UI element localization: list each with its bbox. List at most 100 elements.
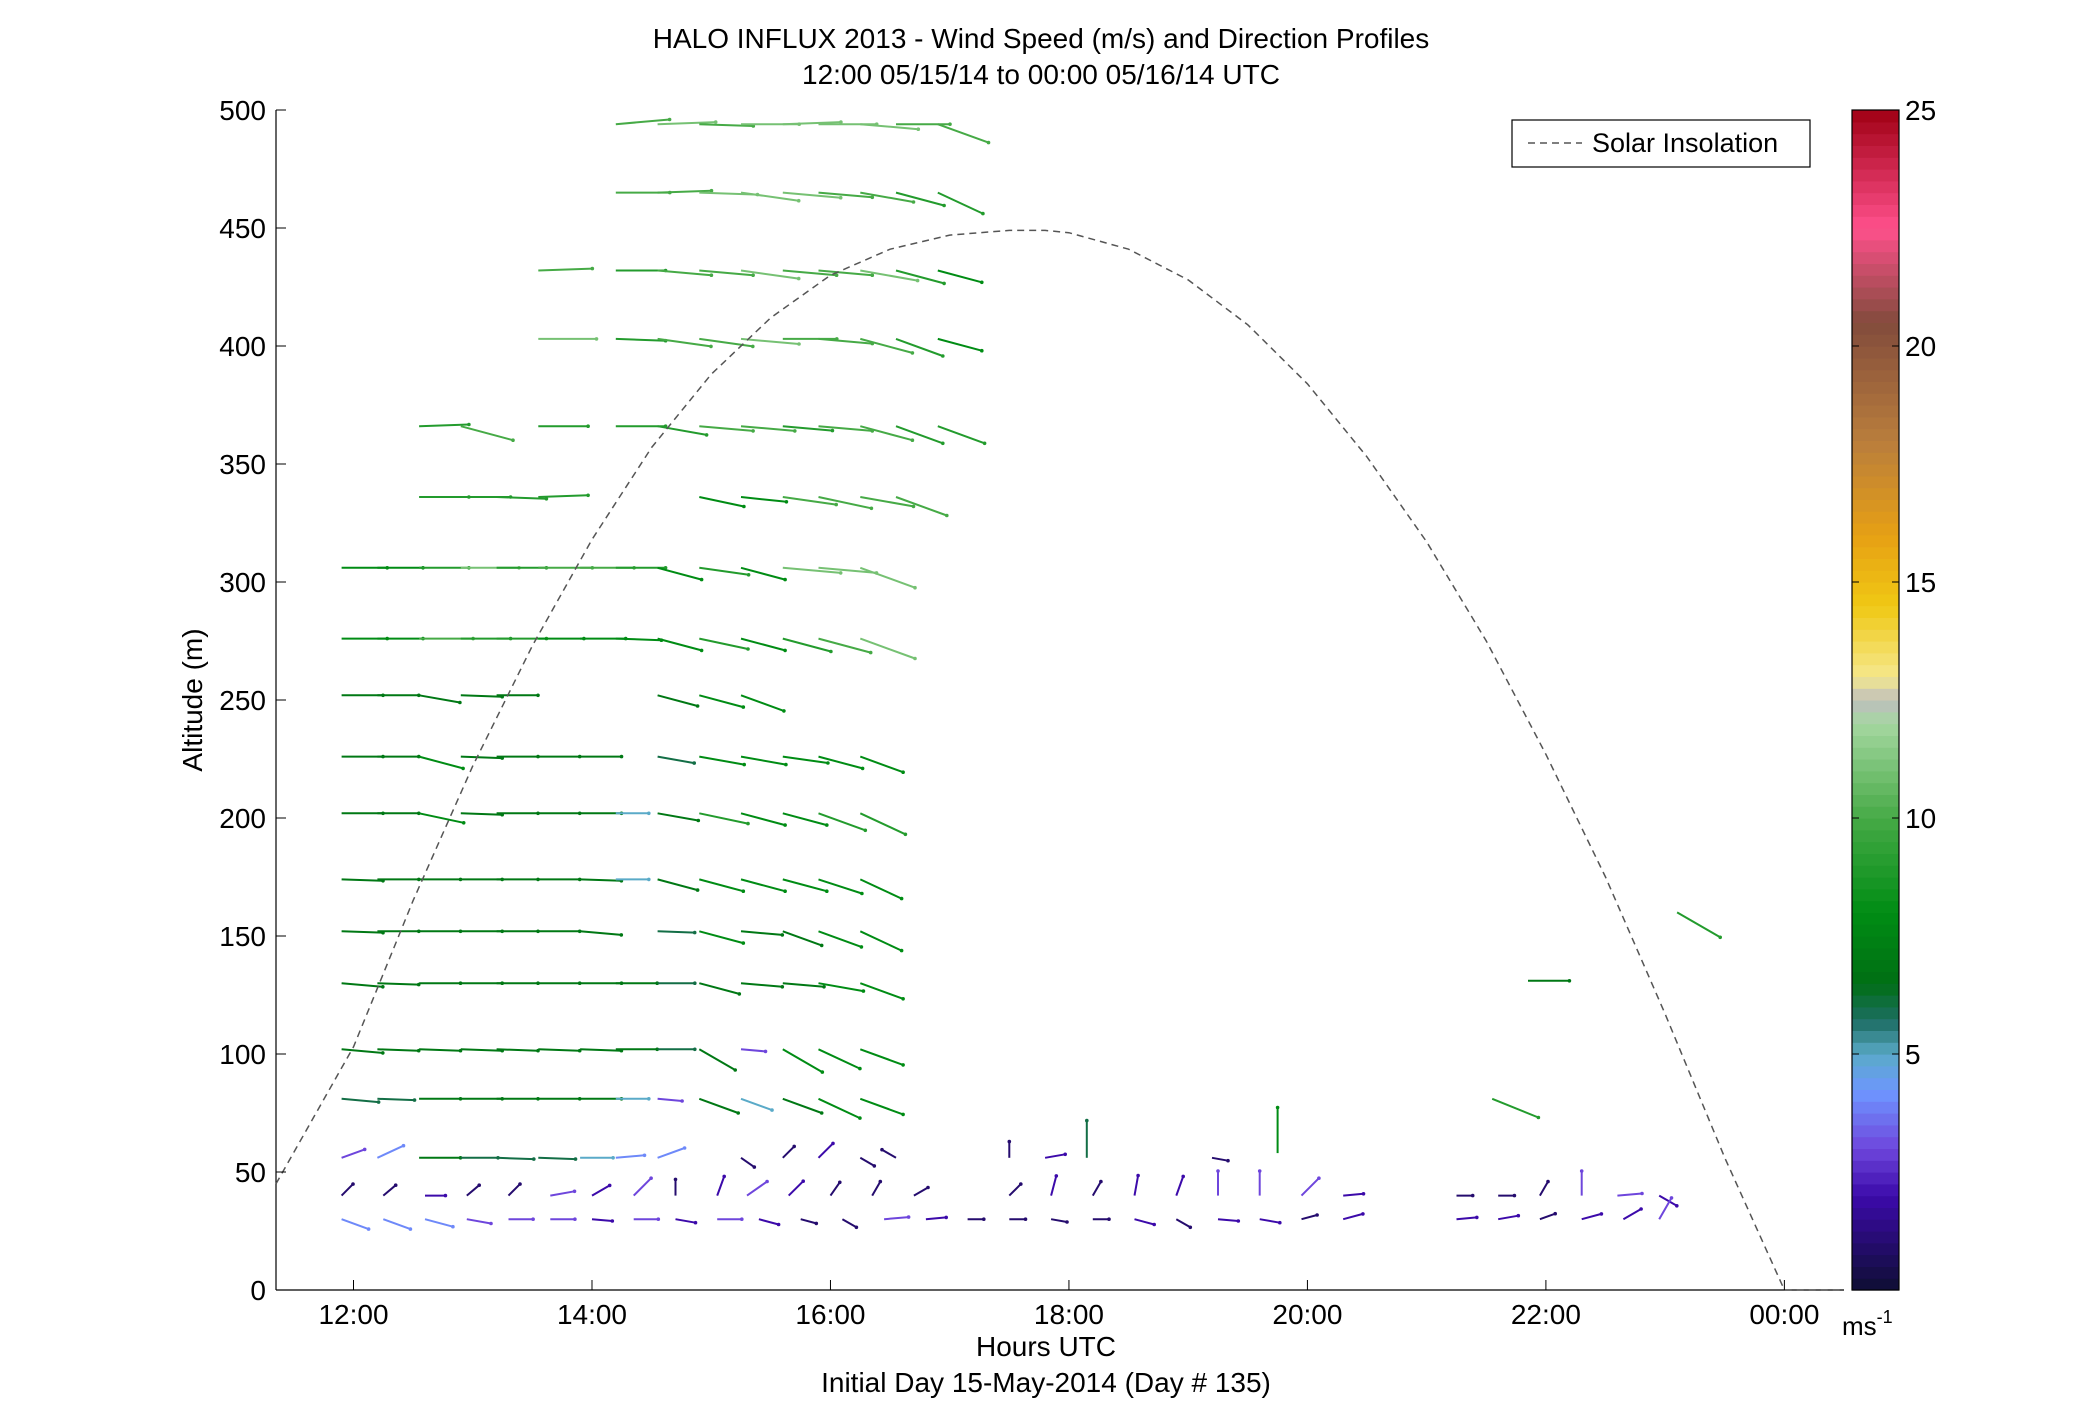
wind-arrow — [782, 269, 837, 277]
colorbar-cell — [1852, 1172, 1899, 1185]
wind-arrow-head — [793, 429, 797, 433]
wind-arrow-head — [1317, 1176, 1321, 1180]
wind-arrow-head — [572, 1189, 577, 1194]
wind-arrow-head — [838, 571, 843, 575]
wind-arrow-head — [825, 889, 829, 893]
colorbar-cell — [1852, 180, 1899, 194]
wind-arrow-head — [699, 577, 704, 582]
wind-arrow-head — [1007, 1139, 1012, 1144]
colorbar-cell — [1852, 534, 1899, 548]
y-tick-label: 400 — [219, 331, 266, 362]
colorbar-cell — [1852, 251, 1899, 264]
wind-arrow — [782, 1048, 823, 1073]
wind-arrow-head — [573, 1157, 578, 1161]
wind-arrow — [591, 1184, 611, 1197]
y-tick-label: 350 — [219, 449, 266, 480]
colorbar-cell — [1852, 877, 1899, 890]
wind-arrow-head — [586, 493, 590, 498]
wind-arrow-head — [610, 1219, 615, 1223]
wind-arrow — [860, 123, 919, 131]
wind-arrow — [699, 694, 744, 709]
colorbar: 5 10 15 20 25 ms-1 — [1842, 95, 1936, 1341]
wind-arrow-head — [981, 211, 985, 216]
wind-arrow-head — [477, 1183, 482, 1187]
wind-arrow-head — [381, 1051, 385, 1055]
wind-arrow — [1658, 1197, 1673, 1220]
wind-arrow-head — [870, 195, 875, 200]
wind-arrow-head — [834, 273, 839, 278]
wind-arrow-head — [861, 989, 866, 993]
wind-arrow-head — [776, 1222, 781, 1227]
colorbar-cell — [1852, 110, 1899, 123]
wind-arrow — [937, 191, 984, 215]
colorbar-cell — [1852, 841, 1899, 854]
wind-arrow — [1008, 1183, 1022, 1197]
x-tick-label: 00:00 — [1749, 1299, 1819, 1330]
wind-arrow — [418, 755, 464, 770]
wind-arrow-head — [1136, 1173, 1140, 1178]
wind-arrow-head — [948, 122, 952, 126]
wind-arrow-head — [362, 1147, 367, 1152]
wind-arrow-head — [607, 1183, 612, 1188]
colorbar-cell — [1852, 192, 1899, 205]
wind-arrow — [460, 1048, 503, 1052]
colorbar-cell — [1852, 794, 1899, 807]
wind-arrow-head — [1640, 1191, 1644, 1196]
wind-arrow-head — [1512, 1193, 1517, 1198]
wind-arrow-head — [722, 1174, 726, 1179]
colorbar-cell — [1852, 511, 1899, 524]
colorbar-cell — [1852, 995, 1899, 1008]
wind-arrow — [740, 1048, 766, 1053]
wind-arrow — [818, 1097, 861, 1120]
wind-arrow — [1300, 1177, 1320, 1197]
colorbar-cell — [1852, 1266, 1899, 1279]
wind-arrow — [424, 1218, 454, 1228]
wind-arrow-head — [913, 585, 917, 590]
colorbar-cell — [1852, 499, 1899, 512]
wind-arrow — [377, 982, 419, 986]
colorbar-cell — [1852, 593, 1899, 607]
wind-arrow-head — [741, 941, 746, 945]
colorbar-cell — [1852, 216, 1899, 229]
wind-arrow — [740, 930, 783, 936]
wind-arrow-head — [704, 433, 709, 437]
colorbar-unit-exponent: -1 — [1877, 1307, 1893, 1327]
wind-arrow — [818, 1048, 861, 1070]
wind-arrow-head — [351, 1182, 355, 1186]
wind-arrow — [1676, 911, 1721, 939]
wind-arrow-head — [619, 754, 624, 759]
wind-arrow-head — [784, 762, 788, 767]
x-tick-label: 16:00 — [795, 1299, 865, 1330]
colorbar-cell — [1852, 546, 1899, 559]
wind-arrow — [782, 191, 841, 199]
wind-arrow — [740, 637, 786, 652]
wind-arrow — [818, 425, 873, 432]
wind-arrow — [699, 123, 754, 127]
wind-arrow — [782, 566, 841, 574]
colorbar-unit: ms — [1842, 1311, 1877, 1341]
wind-arrow-head — [393, 1183, 398, 1187]
wind-arrow — [591, 1218, 613, 1222]
wind-arrow — [818, 337, 873, 345]
x-tick-label: 12:00 — [318, 1299, 388, 1330]
wind-arrow — [740, 269, 799, 280]
wind-arrow — [1622, 1208, 1642, 1221]
colorbar-cell — [1852, 700, 1899, 713]
wind-arrow — [538, 1048, 580, 1052]
colorbar-tick-label: 10 — [1905, 803, 1936, 834]
wind-arrow — [657, 1097, 683, 1102]
wind-arrow — [818, 566, 877, 574]
wind-arrow-head — [1718, 935, 1722, 940]
wind-arrow — [860, 269, 918, 282]
wind-arrow-head — [1470, 1193, 1475, 1198]
wind-arrow-head — [1275, 1105, 1280, 1110]
wind-arrow — [782, 496, 837, 506]
wind-arrow-head — [467, 422, 471, 427]
wind-arrow — [818, 269, 873, 277]
wind-arrow — [1491, 1097, 1539, 1119]
wind-arrow-head — [1639, 1207, 1643, 1211]
colorbar-cell — [1852, 641, 1899, 654]
wind-arrow-head — [825, 823, 829, 827]
wind-arrow — [1133, 1175, 1140, 1196]
wind-arrow — [859, 566, 916, 589]
